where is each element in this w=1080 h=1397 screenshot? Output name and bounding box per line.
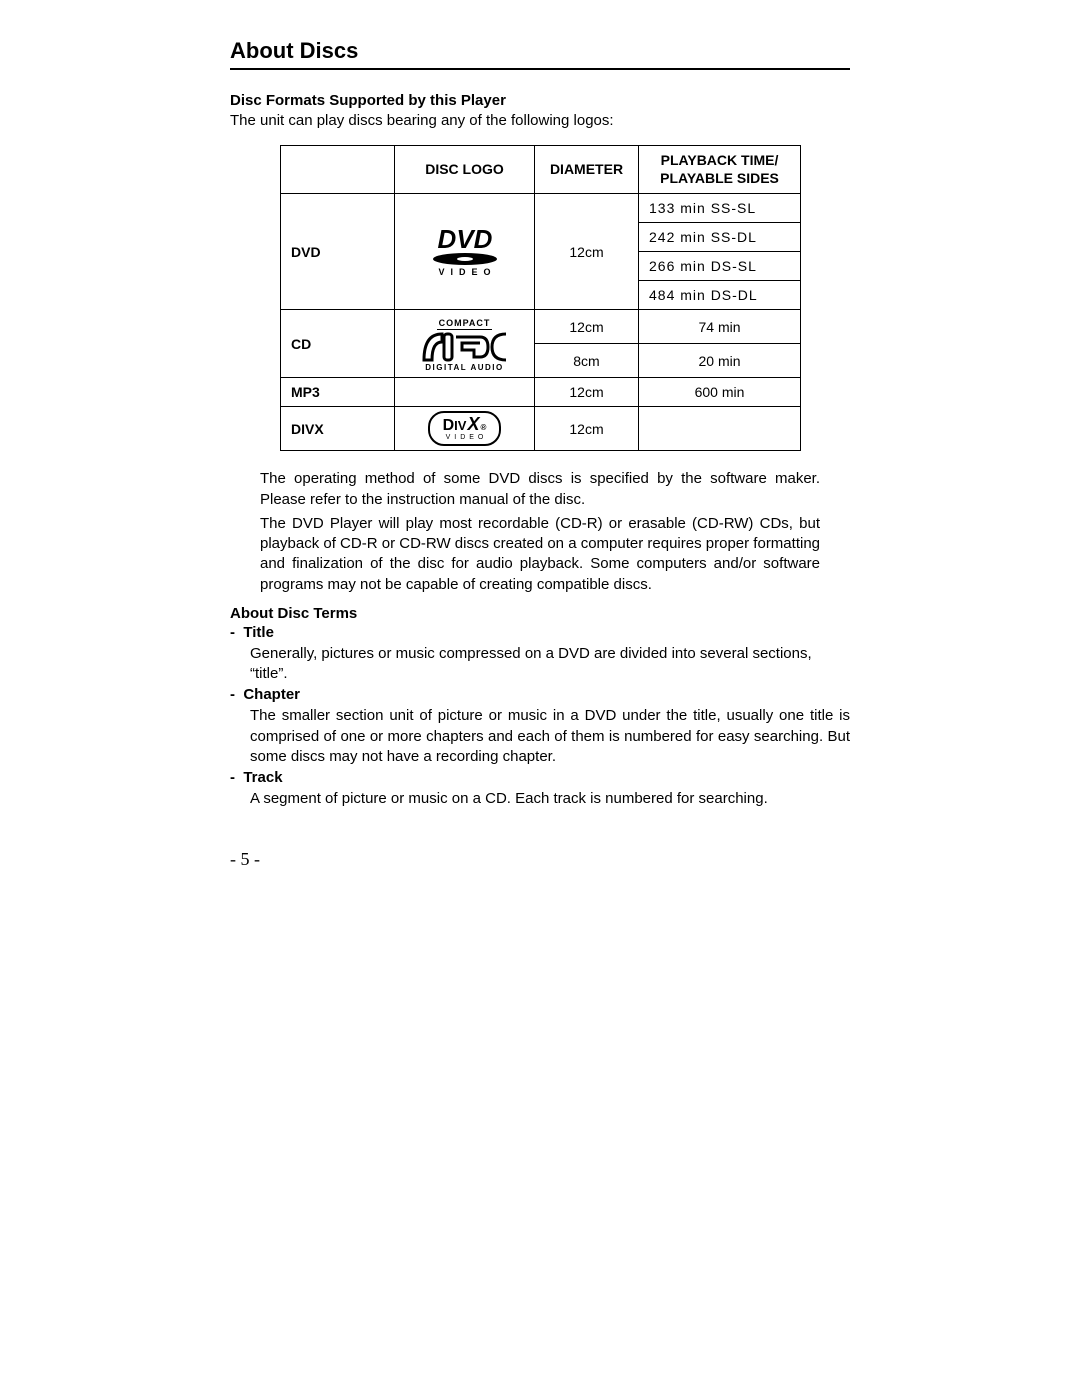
table-row: DVD DVD VIDEO 12cm 133 min SS-SL <box>281 194 801 223</box>
page-number: - 5 - <box>230 849 850 870</box>
disc-table: DISC LOGO DIAMETER PLAYBACK TIME/ PLAYAB… <box>280 145 801 451</box>
mp3-logo-cell <box>395 378 535 407</box>
table-row: CD COMPACT DIGITAL AUDIO <box>281 310 801 344</box>
divx-playback-cell <box>639 407 801 451</box>
divx-diameter-cell: 12cm <box>535 407 639 451</box>
cd-logo-icon: COMPACT DIGITAL AUDIO <box>422 314 508 372</box>
term-track-label: Track <box>230 769 283 786</box>
notes-block: The operating method of some DVD discs i… <box>260 469 820 595</box>
th-diameter: DIAMETER <box>535 146 639 194</box>
term-track: Track A segment of picture or music on a… <box>230 769 850 809</box>
page: About Discs Disc Formats Supported by th… <box>0 0 1080 1397</box>
formats-intro: The unit can play discs bearing any of t… <box>230 111 850 131</box>
th-blank <box>281 146 395 194</box>
dvd-logo-icon: DVD VIDEO <box>410 226 520 277</box>
cd-playback-1: 20 min <box>639 344 801 378</box>
th-disc-logo: DISC LOGO <box>395 146 535 194</box>
mp3-playback-cell: 600 min <box>639 378 801 407</box>
cd-diameter-1: 8cm <box>535 344 639 378</box>
th-playback: PLAYBACK TIME/ PLAYABLE SIDES <box>639 146 801 194</box>
dvd-diameter-cell: 12cm <box>535 194 639 310</box>
divx-logo-cell: DIVX® VIDEO <box>395 407 535 451</box>
table-header-row: DISC LOGO DIAMETER PLAYBACK TIME/ PLAYAB… <box>281 146 801 194</box>
divx-reg: ® <box>480 424 486 432</box>
term-track-desc: A segment of picture or music on a CD. E… <box>250 789 850 809</box>
cd-logo-top: COMPACT <box>437 319 493 330</box>
term-chapter-desc: The smaller section unit of picture or m… <box>250 706 850 767</box>
term-chapter: Chapter The smaller section unit of pict… <box>230 686 850 767</box>
section-title: About Discs <box>230 38 850 70</box>
divx-name-cell: DIVX <box>281 407 395 451</box>
dvd-playback-0: 133 min SS-SL <box>639 194 801 223</box>
cd-logo-cell: COMPACT DIGITAL AUDIO <box>395 310 535 378</box>
table-row: MP3 12cm 600 min <box>281 378 801 407</box>
disc-table-wrap: DISC LOGO DIAMETER PLAYBACK TIME/ PLAYAB… <box>280 145 800 451</box>
mp3-name-cell: MP3 <box>281 378 395 407</box>
dvd-name-cell: DVD <box>281 194 395 310</box>
dvd-playback-3: 484 min DS-DL <box>639 281 801 310</box>
term-chapter-label: Chapter <box>230 686 300 703</box>
note-1: The operating method of some DVD discs i… <box>260 469 820 510</box>
cd-name-cell: CD <box>281 310 395 378</box>
dvd-logo-cell: DVD VIDEO <box>395 194 535 310</box>
note-2: The DVD Player will play most recordable… <box>260 514 820 595</box>
formats-heading: Disc Formats Supported by this Player <box>230 92 850 109</box>
table-row: DIVX DIVX® VIDEO 12cm <box>281 407 801 451</box>
terms-heading: About Disc Terms <box>230 605 850 622</box>
svg-text:DVD: DVD <box>437 226 492 254</box>
divx-logo-sub: VIDEO <box>442 434 488 441</box>
mp3-diameter-cell: 12cm <box>535 378 639 407</box>
dvd-logo-subtext: VIDEO <box>410 268 520 277</box>
term-title: Title Generally, pictures or music compr… <box>230 624 850 685</box>
cd-diameter-0: 12cm <box>535 310 639 344</box>
term-title-label: Title <box>230 624 274 641</box>
dvd-playback-1: 242 min SS-DL <box>639 223 801 252</box>
dvd-playback-2: 266 min DS-SL <box>639 252 801 281</box>
divx-logo-icon: DIVX® VIDEO <box>428 411 502 446</box>
cd-logo-bottom: DIGITAL AUDIO <box>422 364 508 372</box>
term-title-desc: Generally, pictures or music compressed … <box>250 644 850 685</box>
cd-playback-0: 74 min <box>639 310 801 344</box>
